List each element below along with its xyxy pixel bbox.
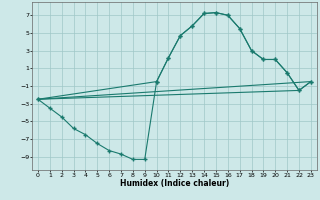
X-axis label: Humidex (Indice chaleur): Humidex (Indice chaleur) bbox=[120, 179, 229, 188]
